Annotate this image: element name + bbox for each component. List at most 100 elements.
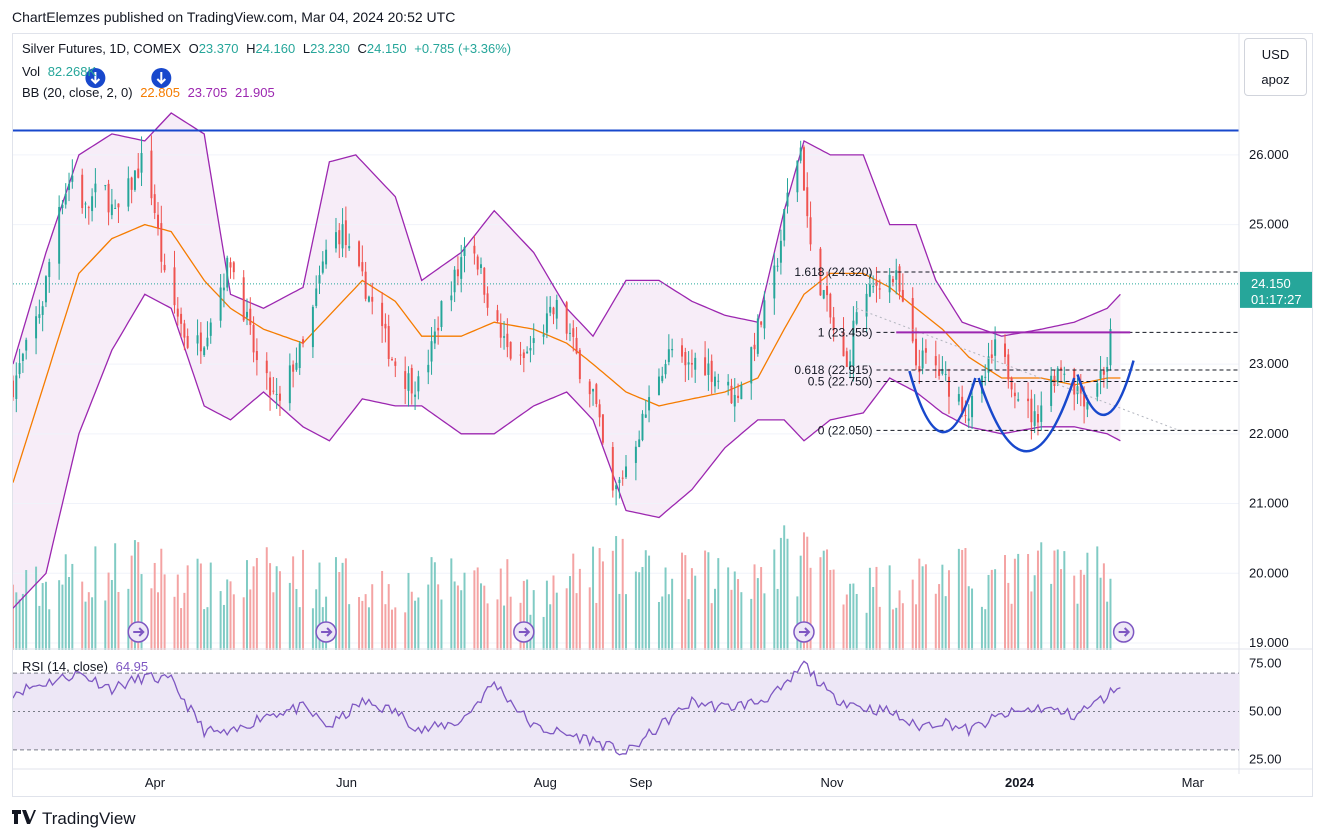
volume-bar (1013, 558, 1016, 650)
volume-bar (941, 564, 944, 650)
volume-bar (921, 566, 924, 650)
candle (163, 264, 166, 271)
volume-bar (799, 555, 802, 650)
candle (288, 365, 291, 404)
volume-bar (872, 586, 875, 650)
volume-bar (526, 579, 529, 650)
candle (130, 177, 133, 190)
bollinger-band-fill (13, 113, 1121, 609)
volume-bar (265, 547, 268, 650)
volume-bar (140, 574, 143, 650)
candle (295, 362, 298, 370)
candle (598, 404, 601, 418)
volume-bar (980, 606, 983, 650)
volume-bar (117, 591, 120, 650)
volume-bar (545, 580, 548, 650)
candle (315, 288, 318, 306)
candle (427, 364, 430, 373)
last-price-badge (1240, 271, 1312, 308)
candle (137, 168, 140, 178)
volume-bar (961, 549, 964, 650)
legend-high: 24.160 (255, 41, 296, 56)
volume-bar (740, 592, 743, 650)
candle (819, 248, 822, 296)
volume-bar (898, 590, 901, 650)
candle (634, 446, 637, 463)
volume-bar (694, 575, 697, 650)
volume-bar (496, 599, 499, 650)
volume-bar (713, 588, 716, 650)
candle (826, 285, 829, 296)
candle (486, 293, 489, 308)
volume-bar (753, 564, 756, 650)
volume-bar (499, 568, 502, 650)
volume-bar (938, 584, 941, 650)
candle (1060, 367, 1063, 370)
candle (964, 415, 967, 417)
volume-bar (947, 570, 950, 650)
volume-bar (87, 592, 90, 650)
candle (456, 269, 459, 277)
candle (690, 362, 693, 365)
volume-bar (727, 567, 730, 650)
volume-bar (796, 596, 799, 650)
volume-bar (153, 562, 156, 650)
volume-bar (565, 588, 568, 650)
candle (104, 185, 107, 187)
candle (733, 394, 736, 407)
legend-vol: 82.268K (47, 64, 97, 79)
pattern-curve (1076, 360, 1135, 417)
volume-bar (318, 562, 321, 650)
currency-label[interactable]: USD (1261, 47, 1290, 62)
arrow-right-icon (321, 627, 333, 637)
volume-bar (634, 571, 637, 650)
legend-close-label: C (357, 41, 367, 56)
candle (621, 477, 624, 479)
volume-bar (130, 555, 133, 650)
candle (269, 377, 272, 396)
candle (334, 232, 337, 249)
candle (15, 375, 18, 399)
candle (183, 323, 186, 338)
volume-bar (532, 590, 535, 650)
currency-selector[interactable]: USD apoz (1244, 38, 1307, 96)
candle (779, 240, 782, 263)
candle (704, 357, 707, 376)
chart-frame[interactable]: 1.618 (24.320) 1 (23.455) 0.618 (22.915) 0.… (12, 33, 1313, 797)
volume-bar (555, 592, 558, 650)
legend-bb-lower: 21.905 (234, 85, 275, 100)
candle (219, 287, 222, 321)
candle (199, 332, 202, 352)
volume-bar (94, 546, 97, 650)
volume-bar (311, 608, 314, 650)
candle (321, 261, 324, 273)
volume-bar (806, 536, 809, 650)
volume-bar (81, 581, 84, 650)
candle (756, 318, 759, 354)
volume-bar (1083, 574, 1086, 650)
volume-bar (575, 593, 578, 650)
candle (21, 353, 24, 361)
volume-bar (1056, 549, 1059, 650)
volume-bar (1004, 555, 1006, 650)
candle (381, 302, 384, 327)
price-chart-svg[interactable]: 1.618 (24.320) 1 (23.455) 0.618 (22.915)0.… (13, 34, 1312, 796)
volume-bar (1036, 550, 1039, 650)
candle (568, 332, 571, 334)
candle (730, 385, 733, 404)
volume-bar (671, 578, 674, 650)
volume-bar (911, 579, 914, 650)
volume-bar (845, 594, 848, 650)
volume-bar (786, 538, 789, 650)
volume-bar (219, 591, 222, 650)
scale-mode-label[interactable]: apoz (1261, 72, 1290, 87)
volume-bar (783, 525, 786, 650)
volume-bar (114, 543, 117, 650)
volume-bar (737, 579, 740, 650)
candle (209, 322, 212, 336)
volume-bar (133, 540, 136, 650)
candle (91, 196, 94, 212)
candle (410, 368, 413, 394)
candle (661, 375, 664, 382)
candle (1109, 329, 1112, 366)
